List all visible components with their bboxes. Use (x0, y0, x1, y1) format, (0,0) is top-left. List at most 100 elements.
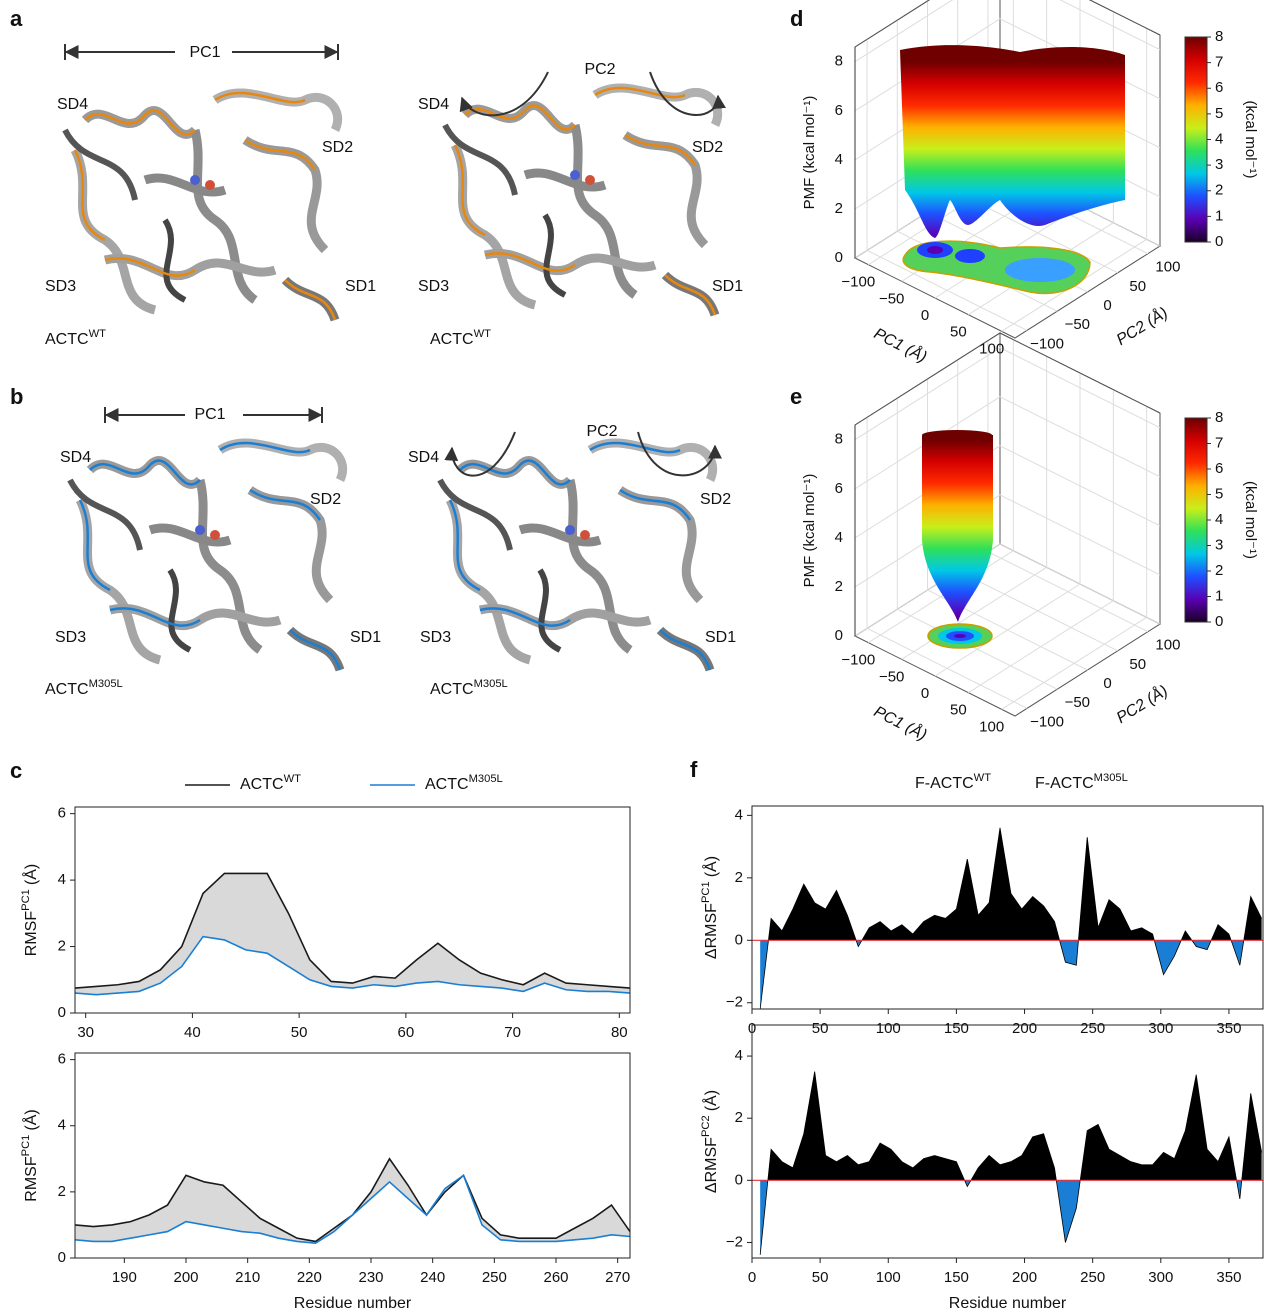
x-tick-label: 100 (876, 1269, 901, 1286)
x-tick-label: 230 (358, 1269, 383, 1286)
y-axis-label-unit: (Å) (701, 1090, 720, 1111)
y-tick-label: 2 (58, 1183, 66, 1200)
y-tick-label: −2 (726, 994, 743, 1011)
y-tick-label: 0 (58, 1249, 66, 1266)
y-tick-label: 2 (735, 869, 743, 886)
pc-arrows (64, 44, 726, 477)
domain-label: SD3 (418, 278, 449, 295)
x-axis-label: PC1 (Å) (871, 701, 930, 744)
x-tick-label: 100 (979, 340, 1004, 357)
y-tick-label: 2 (58, 938, 66, 955)
x-tick-label: 40 (184, 1024, 201, 1041)
colorbar (1184, 417, 1208, 623)
panel-letter: c (10, 758, 22, 783)
y-tick-label: 0 (735, 1171, 743, 1188)
positive-area (760, 1071, 1262, 1181)
legend-label-sup: WT (974, 772, 992, 784)
colorbar-tick-label: 8 (1215, 28, 1223, 45)
y-tick-label: −100 (1030, 335, 1064, 352)
x-tick-label: 200 (173, 1269, 198, 1286)
y-tick-label: 100 (1155, 637, 1180, 654)
y-axis-label-unit: (Å) (21, 864, 40, 885)
x-tick-label: 220 (297, 1269, 322, 1286)
x-tick-label: 350 (1216, 1020, 1241, 1037)
z-tick-label: 2 (835, 200, 843, 217)
variant-label-text: ACTC (430, 681, 474, 698)
x-tick-label: 0 (921, 685, 929, 702)
x-tick-label: 240 (420, 1269, 445, 1286)
variant-label: ACTCM305L (45, 678, 123, 698)
z-tick-label: 4 (835, 529, 843, 546)
grid-line (934, 373, 1081, 677)
legend-label-text: ACTC (240, 776, 284, 793)
grid-line (854, 347, 1161, 441)
domain-label: SD1 (350, 629, 381, 646)
y-axis-label-text: ΔRMSF (703, 1137, 720, 1193)
x-tick-label: −50 (879, 668, 904, 685)
y-tick-label: −2 (726, 1233, 743, 1250)
z-tick-label: 0 (835, 249, 843, 266)
colorbar-tick-label: 2 (1215, 182, 1223, 199)
x-tick-label: 80 (611, 1024, 628, 1041)
box-edge (854, 332, 1161, 426)
y-tick-label: 50 (1129, 656, 1146, 673)
x-tick-label: 50 (950, 324, 967, 341)
motion-label: PC2 (586, 423, 617, 440)
y-tick-label: 0 (1103, 297, 1111, 314)
area-outline (759, 1071, 1263, 1255)
y-axis-label-text: ΔRMSF (703, 903, 720, 959)
y-axis-label-sup: PC1 (700, 881, 712, 903)
domain-label: SD3 (55, 629, 86, 646)
series-line (74, 935, 631, 996)
x-tick-label: 150 (944, 1269, 969, 1286)
y-axis-label-text: RMSF (23, 1156, 40, 1202)
variant-label-text: ACTC (430, 331, 474, 348)
colorbar-tick-label: 5 (1215, 105, 1223, 122)
x-tick-label: 0 (921, 307, 929, 324)
domain-label: SD1 (345, 278, 376, 295)
domain-label: SD3 (420, 629, 451, 646)
variant-label-sup: M305L (474, 678, 508, 690)
legend-label-sup: M305L (1094, 772, 1128, 784)
y-axis-label-sup: PC2 (700, 1115, 712, 1137)
colorbar-tick-label: 7 (1215, 434, 1223, 451)
plot-frame (74, 806, 631, 1014)
grid-line (866, 417, 1028, 709)
colorbar-tick-label: 8 (1215, 409, 1223, 426)
z-tick-label: 8 (835, 431, 843, 448)
grid-line (854, 0, 1161, 63)
y-tick-label: −100 (1030, 713, 1064, 730)
motion-label: PC2 (584, 61, 615, 78)
y-tick-label: 2 (735, 1109, 743, 1126)
box-edge (854, 0, 1161, 48)
motion-label: PC1 (189, 44, 220, 61)
x-tick-label: 250 (1080, 1020, 1105, 1037)
legend-label: F-ACTCM305L (1035, 772, 1128, 792)
x-tick-label: 50 (812, 1269, 829, 1286)
x-tick-label: −100 (841, 274, 875, 291)
z-tick-label: 0 (835, 627, 843, 644)
x-tick-label: 50 (291, 1024, 308, 1041)
x-tick-label: −100 (841, 652, 875, 669)
domain-label: SD4 (57, 96, 88, 113)
colorbar-tick-label: 3 (1215, 156, 1223, 173)
x-tick-label: 200 (1012, 1269, 1037, 1286)
domain-label: SD4 (60, 449, 91, 466)
colorbar-tick-label: 0 (1215, 233, 1223, 250)
plot-frame (74, 1052, 631, 1259)
z-tick-label: 6 (835, 480, 843, 497)
x-tick-label: 30 (77, 1024, 94, 1041)
variant-label-text: ACTC (45, 681, 89, 698)
x-axis-label: Residue number (949, 1295, 1067, 1312)
y-axis-label-unit: (Å) (21, 1109, 40, 1130)
z-tick-label: 4 (835, 151, 843, 168)
protein-render (445, 88, 718, 315)
y-axis-label-sup: PC1 (20, 889, 32, 911)
domain-label: SD1 (712, 278, 743, 295)
grid-line (854, 396, 1161, 490)
domain-label: SD2 (310, 491, 341, 508)
x-tick-label: 190 (112, 1269, 137, 1286)
colorbar-tick-label: 4 (1215, 130, 1223, 147)
grid-line (1001, 28, 1148, 332)
